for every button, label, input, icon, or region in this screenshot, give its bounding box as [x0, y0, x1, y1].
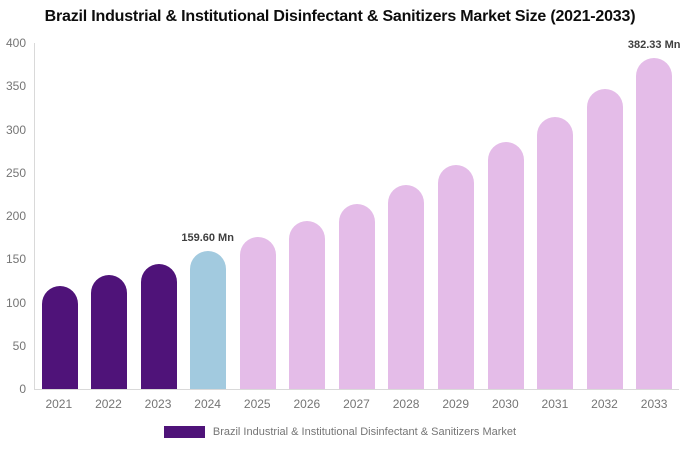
- bar-2030[interactable]: [487, 141, 524, 389]
- y-tick-label: 350: [5, 79, 26, 94]
- bar-2031[interactable]: [537, 116, 574, 389]
- y-tick-label: 400: [5, 36, 26, 50]
- y-tick-label: 0: [19, 382, 26, 396]
- legend-label: Brazil Industrial & Institutional Disinf…: [212, 426, 517, 438]
- x-tick-2027: 2027: [343, 397, 370, 411]
- x-tick-2033: 2033: [640, 397, 668, 411]
- bar-slot: [332, 43, 382, 389]
- bar-2029[interactable]: [438, 164, 475, 389]
- x-tick-2029: 2029: [442, 397, 470, 411]
- bar-2026[interactable]: [289, 221, 326, 389]
- bar-slot: [580, 43, 630, 389]
- legend-swatch: [163, 426, 205, 438]
- x-tick-2032: 2032: [591, 397, 618, 411]
- x-tick-2024: 2024: [194, 397, 221, 411]
- bar-2027[interactable]: [338, 204, 375, 389]
- bar-slot: [481, 43, 531, 389]
- bar-2022[interactable]: [91, 275, 128, 389]
- bar-slot: [134, 43, 184, 389]
- bar-slot: [530, 43, 580, 389]
- bar-value-label-2033: 382.33 Mn: [627, 39, 680, 52]
- bar-2033[interactable]: [636, 58, 673, 389]
- bar-slot: [233, 43, 283, 389]
- y-tick-label: 200: [5, 209, 26, 223]
- bar-2025[interactable]: [239, 236, 276, 389]
- y-tick-label: 250: [5, 165, 26, 180]
- bar-2023[interactable]: [140, 263, 177, 389]
- bar-slot: [184, 43, 234, 389]
- x-tick-2025: 2025: [243, 397, 271, 411]
- bar-2032[interactable]: [586, 88, 623, 389]
- x-axis: 2021 2022 2023 2024 2025 2026 2027 2028 2029 2030…: [34, 397, 679, 411]
- bar-2024[interactable]: [190, 250, 227, 389]
- bar-slot: [35, 43, 85, 389]
- x-tick-2023: 2023: [144, 397, 172, 411]
- bar-slot: [85, 43, 135, 389]
- x-tick-2030: 2030: [491, 397, 519, 411]
- x-tick-2026: 2026: [293, 397, 321, 411]
- bar-2028[interactable]: [388, 185, 425, 389]
- plot-area: [34, 43, 679, 390]
- y-tick-label: 150: [5, 252, 26, 267]
- legend: Brazil Industrial & Institutional Disinf…: [0, 426, 680, 438]
- y-axis: 0 50 100 150 200 250 300 350 400: [0, 36, 26, 396]
- bar-slot: [629, 43, 679, 389]
- x-tick-2031: 2031: [541, 397, 569, 411]
- bar-slot: [283, 43, 333, 389]
- bar-slot: [431, 43, 481, 389]
- bar-value-label-2024: 159.60 Mn: [181, 231, 234, 244]
- bar-slot: [382, 43, 432, 389]
- x-tick-2022: 2022: [95, 397, 122, 411]
- y-tick-label: 300: [5, 122, 26, 137]
- bar-2021[interactable]: [41, 285, 78, 389]
- x-tick-2021: 2021: [45, 397, 73, 411]
- x-tick-2028: 2028: [392, 397, 420, 411]
- chart-title: Brazil Industrial & Institutional Disinf…: [44, 8, 636, 25]
- y-tick-label: 50: [12, 338, 26, 353]
- y-tick-label: 100: [5, 295, 26, 310]
